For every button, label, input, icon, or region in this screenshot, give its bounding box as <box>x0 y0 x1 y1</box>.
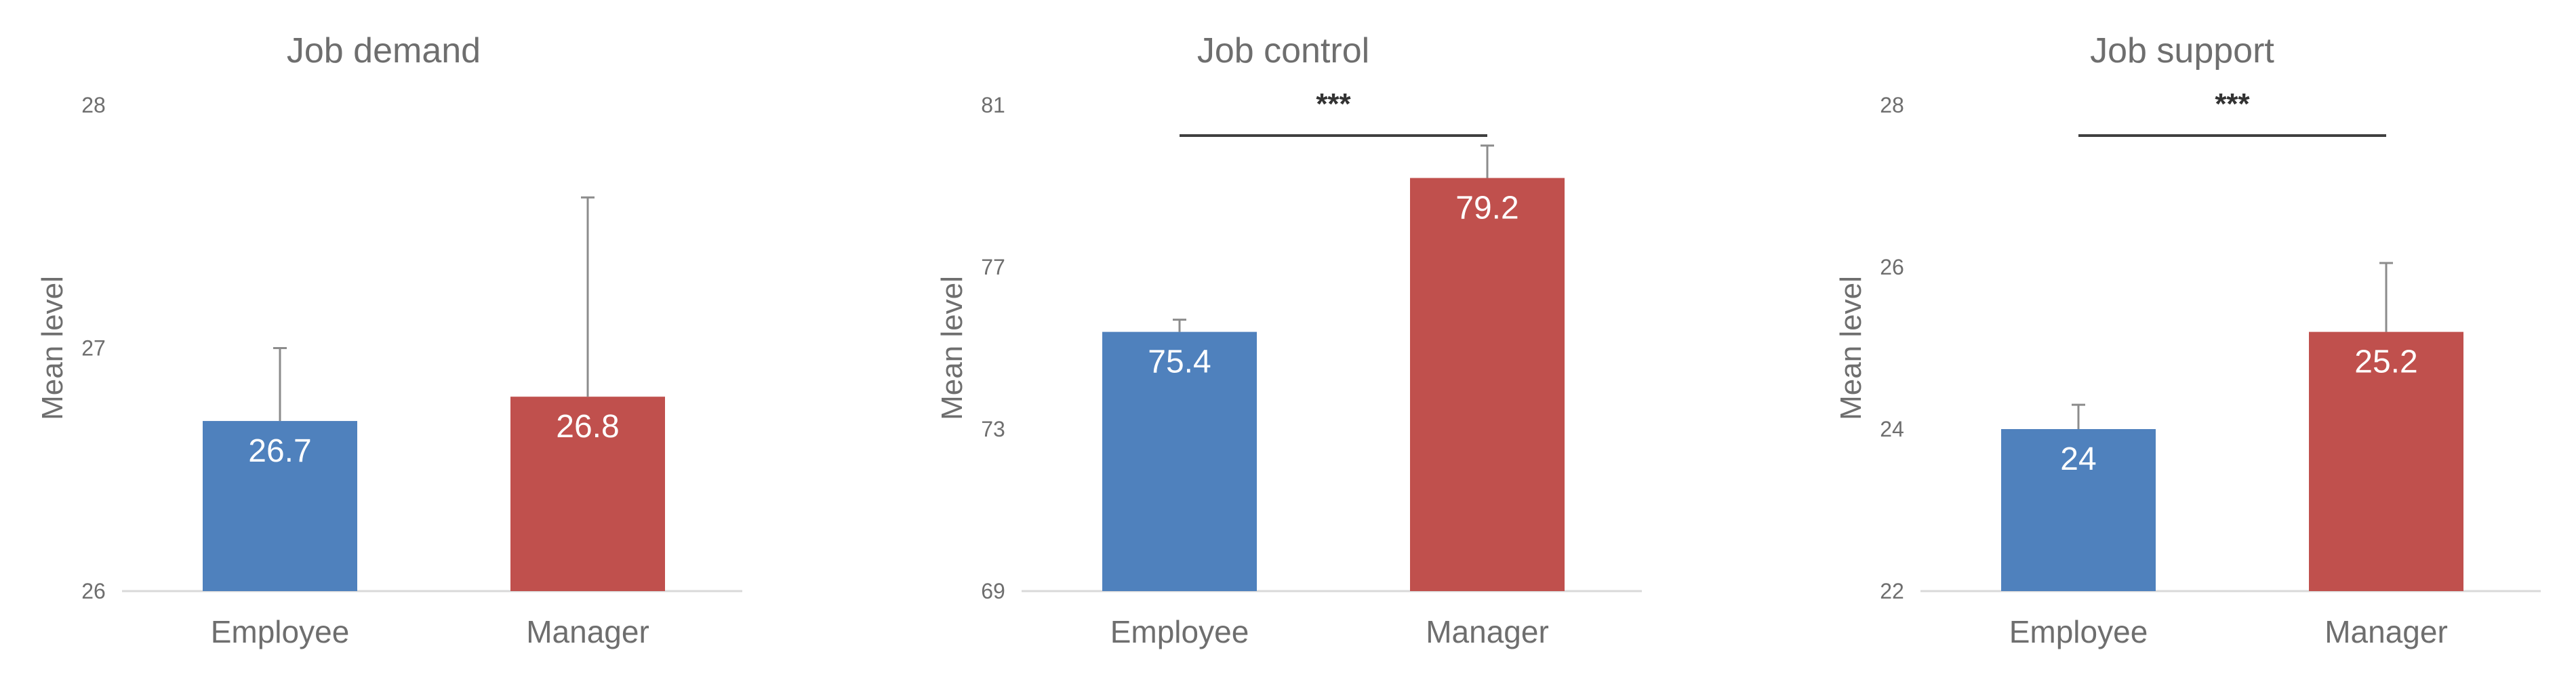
data-label: 75.4 <box>1148 344 1211 380</box>
x-tick-label: Employee <box>211 614 350 649</box>
bar-manager <box>1410 178 1565 591</box>
data-label: 26.8 <box>556 409 619 445</box>
bar-employee <box>2001 429 2156 591</box>
y-tick-label: 26 <box>1880 255 1904 279</box>
y-tick-label: 28 <box>1880 93 1904 117</box>
x-tick-label: Manager <box>2325 614 2448 649</box>
y-tick-label: 77 <box>981 255 1005 279</box>
y-tick-label: 81 <box>981 93 1005 117</box>
chart-title: Job support <box>2090 31 2274 70</box>
chart-title: Job control <box>1197 31 1369 70</box>
bar-employee <box>1102 331 1257 591</box>
y-axis-label: Mean level <box>36 276 69 420</box>
chart-panel-3: Job support Mean level 22 24 26 28 24 Employee 2… <box>1834 31 2541 649</box>
y-tick-label: 24 <box>1880 417 1904 441</box>
chart-panel-1: Job demand Mean level 26 27 28 26.7 Employee 26… <box>36 31 742 649</box>
x-tick-label: Manager <box>1426 614 1549 649</box>
data-label: 24 <box>2060 441 2096 477</box>
x-tick-label: Manager <box>526 614 649 649</box>
chart-panel-2: Job control Mean level 69 73 77 81 75.4 Employe… <box>935 31 1642 649</box>
y-tick-label: 26 <box>81 579 106 603</box>
y-tick-label: 28 <box>81 93 106 117</box>
x-tick-label: Employee <box>1110 614 1249 649</box>
y-tick-label: 73 <box>981 417 1005 441</box>
significance-label: *** <box>1316 87 1351 121</box>
significance-label: *** <box>2215 87 2250 121</box>
y-tick-label: 69 <box>981 579 1005 603</box>
bar-manager <box>510 397 665 591</box>
chart-title: Job demand <box>287 31 481 70</box>
y-axis-label: Mean level <box>1834 276 1868 420</box>
x-tick-label: Employee <box>2009 614 2148 649</box>
data-label: 26.7 <box>248 433 311 469</box>
y-tick-label: 22 <box>1880 579 1904 603</box>
y-tick-label: 27 <box>81 336 106 361</box>
bar-employee <box>203 421 357 591</box>
y-axis-label: Mean level <box>935 276 969 420</box>
bar-manager <box>2309 331 2463 591</box>
data-label: 25.2 <box>2354 344 2417 380</box>
data-label: 79.2 <box>1455 190 1518 226</box>
